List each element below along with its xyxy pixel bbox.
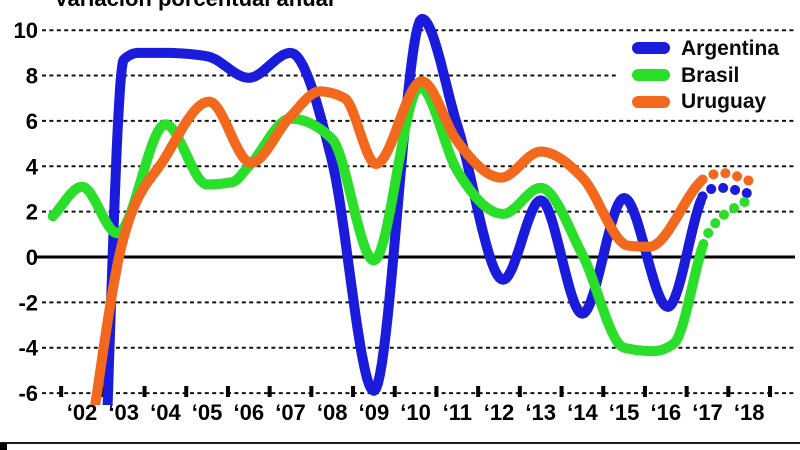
x-tick bbox=[309, 386, 314, 397]
x-axis-label: ‘14 bbox=[567, 400, 598, 425]
x-axis-label: ‘09 bbox=[359, 400, 390, 425]
x-tick bbox=[100, 386, 105, 397]
y-axis-label: -6 bbox=[18, 381, 38, 406]
legend-swatch-brasil-icon bbox=[632, 69, 670, 81]
x-axis-label: ‘03 bbox=[108, 400, 139, 425]
legend-label-argentina: Argentina bbox=[681, 36, 780, 60]
legend-label-uruguay: Uruguay bbox=[681, 90, 767, 114]
legend-swatch-uruguay-icon bbox=[632, 95, 670, 108]
legend-swatch-argentina-icon bbox=[632, 42, 670, 55]
x-axis-label: ‘06 bbox=[234, 400, 265, 425]
x-axis-label: ‘08 bbox=[317, 400, 348, 425]
x-tick bbox=[726, 386, 731, 397]
x-tick bbox=[225, 386, 230, 397]
legend-item-argentina: Argentina bbox=[632, 35, 800, 62]
x-tick bbox=[476, 386, 481, 397]
x-tick bbox=[351, 386, 356, 397]
series-forecast-dots-brasil bbox=[698, 191, 757, 250]
bottom-panel-top-border bbox=[0, 442, 800, 444]
chart-title: Variación porcentual anual bbox=[54, 0, 334, 12]
y-axis-label: 4 bbox=[26, 154, 39, 179]
x-axis-label: ‘07 bbox=[275, 400, 306, 425]
legend-label-brasil: Brasil bbox=[681, 63, 740, 87]
series-forecast-dots-argentina bbox=[697, 182, 759, 202]
series-line-uruguay bbox=[90, 76, 706, 405]
y-axis-label: 8 bbox=[26, 64, 38, 89]
y-axis-label: 2 bbox=[26, 200, 38, 225]
x-tick bbox=[267, 386, 272, 397]
y-axis-label: 0 bbox=[26, 245, 38, 270]
x-tick bbox=[642, 386, 647, 397]
x-tick bbox=[517, 386, 522, 397]
x-tick bbox=[59, 386, 64, 397]
x-tick bbox=[601, 386, 606, 397]
grid-layer bbox=[36, 29, 795, 395]
legend: Argentina Brasil Uruguay bbox=[618, 33, 800, 117]
y-axis-label: 6 bbox=[26, 109, 38, 134]
x-tick bbox=[559, 386, 564, 397]
x-axis-label: ‘17 bbox=[692, 400, 723, 425]
x-axis-label: ‘10 bbox=[400, 400, 431, 425]
series-layer bbox=[47, 13, 759, 405]
legend-item-brasil: Brasil bbox=[632, 62, 800, 89]
series-forecast-dots-uruguay bbox=[697, 168, 759, 188]
x-tick bbox=[184, 386, 189, 397]
x-axis-label: ‘12 bbox=[484, 400, 515, 425]
x-axis-label: ‘11 bbox=[443, 400, 472, 425]
x-tick bbox=[768, 386, 773, 397]
series-line-argentina bbox=[102, 13, 706, 405]
x-tick bbox=[392, 386, 397, 397]
x-axis-label: ‘18 bbox=[734, 400, 765, 425]
bottom-panel-corner bbox=[0, 443, 7, 450]
y-axis-label: -2 bbox=[18, 290, 38, 315]
y-axis-label: -4 bbox=[18, 336, 38, 361]
x-tick bbox=[142, 386, 147, 397]
x-tick bbox=[434, 386, 439, 397]
y-axis-label: 10 bbox=[14, 18, 38, 43]
x-tick bbox=[684, 386, 689, 397]
x-axis-label: ‘13 bbox=[525, 400, 556, 425]
x-axis-label: ‘04 bbox=[150, 400, 181, 425]
x-axis-label: ‘15 bbox=[609, 400, 640, 425]
series-line-brasil bbox=[47, 81, 707, 357]
x-axis-label: ‘16 bbox=[651, 400, 682, 425]
x-axis-label: ‘05 bbox=[192, 400, 223, 425]
legend-item-uruguay: Uruguay bbox=[632, 88, 800, 115]
